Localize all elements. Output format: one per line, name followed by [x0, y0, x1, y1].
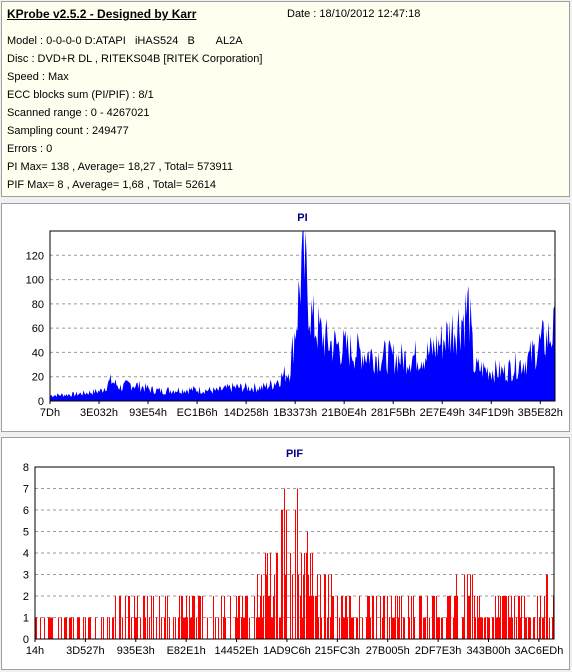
- pi-xtick-label: 281F5Bh: [371, 407, 416, 419]
- pif-xtick-label: 3AC6EDh: [514, 645, 563, 657]
- pi-series-area: [50, 231, 555, 401]
- pif-ytick-label: 3: [23, 570, 29, 582]
- pif-ytick-label: 6: [23, 505, 29, 517]
- pi-xtick-label: 34F1D9h: [469, 407, 514, 419]
- pi-xtick-label: 21B0E4h: [322, 407, 367, 419]
- pif-ytick-label: 0: [23, 634, 29, 646]
- info-pi-stats: PI Max= 138 , Average= 18,27 , Total= 57…: [7, 161, 233, 173]
- pi-ytick-label: 0: [38, 396, 44, 408]
- info-errors: Errors : 0: [7, 143, 53, 155]
- pi-ytick-label: 40: [32, 347, 44, 359]
- info-sampling: Sampling count : 249477: [7, 125, 129, 137]
- pi-xtick-label: 3B5E82h: [518, 407, 563, 419]
- pif-xtick-label: E82E1h: [167, 645, 206, 657]
- pi-xtick-label: 14D258h: [224, 407, 269, 419]
- pif-xtick-label: 14h: [26, 645, 44, 657]
- pif-xtick-label: 14452Eh: [215, 645, 259, 657]
- info-panel: KProbe v2.5.2 - Designed by Karr Date : …: [1, 1, 570, 197]
- pi-plot-border: [49, 230, 556, 402]
- pi-xtick-label: EC1B6h: [177, 407, 218, 419]
- info-range: Scanned range : 0 - 4267021: [7, 107, 150, 119]
- pi-title: PI: [297, 212, 307, 224]
- pif-ytick-label: 2: [23, 591, 29, 603]
- pi-xtick-label: 7Dh: [40, 407, 60, 419]
- info-pif-stats: PIF Max= 8 , Average= 1,68 , Total= 5261…: [7, 179, 217, 191]
- pi-xtick-label: 1B3373h: [273, 407, 317, 419]
- pif-xtick-label: 3D527h: [66, 645, 105, 657]
- pif-ytick-label: 7: [23, 484, 29, 496]
- pif-xtick-label: 215FC3h: [315, 645, 360, 657]
- pif-plot-border: [34, 466, 555, 640]
- info-disc: Disc : DVD+R DL , RITEKS04B [RITEK Corpo…: [7, 53, 263, 65]
- pi-xtick-label: 93E54h: [129, 407, 167, 419]
- pif-xtick-label: 1AD9C6h: [263, 645, 311, 657]
- pif-xtick-label: 343B00h: [466, 645, 510, 657]
- pif-xtick-label: 935E3h: [117, 645, 155, 657]
- pi-ytick-label: 120: [26, 250, 44, 262]
- scan-date: Date : 18/10/2012 12:47:18: [287, 8, 421, 20]
- pif-xtick-label: 27B005h: [366, 645, 410, 657]
- pi-ytick-label: 20: [32, 372, 44, 384]
- pi-ytick-label: 100: [26, 275, 44, 287]
- pif-chart: PIF 0 1 2 3 4 5 6 7 8 14h 3D527h 935E3h E82E1h 14452Eh…: [23, 448, 563, 657]
- pi-ytick-label: 80: [32, 299, 44, 311]
- pif-ytick-label: 4: [23, 548, 29, 560]
- pi-chart-panel: PI 0 20 40 60 80 100 120 7Dh 3E032h 93E54h EC1B6h 14…: [1, 203, 570, 432]
- pif-ytick-label: 5: [23, 527, 29, 539]
- pif-xtick-label: 2DF7E3h: [415, 645, 461, 657]
- pi-xtick-label: 3E032h: [80, 407, 118, 419]
- pif-ytick-label: 8: [23, 462, 29, 474]
- info-speed: Speed : Max: [7, 71, 69, 83]
- pi-xtick-label: 2E7E49h: [420, 407, 465, 419]
- pif-title: PIF: [286, 448, 303, 460]
- info-ecc: ECC blocks sum (PI/PIF) : 8/1: [7, 89, 154, 101]
- pif-chart-panel: PIF 0 1 2 3 4 5 6 7 8 14h 3D527h 935E3h E82E1h 14452Eh…: [1, 437, 570, 670]
- pif-ytick-label: 1: [23, 613, 29, 625]
- app-title: KProbe v2.5.2 - Designed by Karr: [7, 7, 197, 21]
- pi-ytick-label: 60: [32, 323, 44, 335]
- pi-chart: PI 0 20 40 60 80 100 120 7Dh 3E032h 93E54h EC1B6h 14…: [26, 212, 563, 419]
- info-model: Model : 0-0-0-0 D:ATAPI iHAS524 B AL2A: [7, 35, 243, 47]
